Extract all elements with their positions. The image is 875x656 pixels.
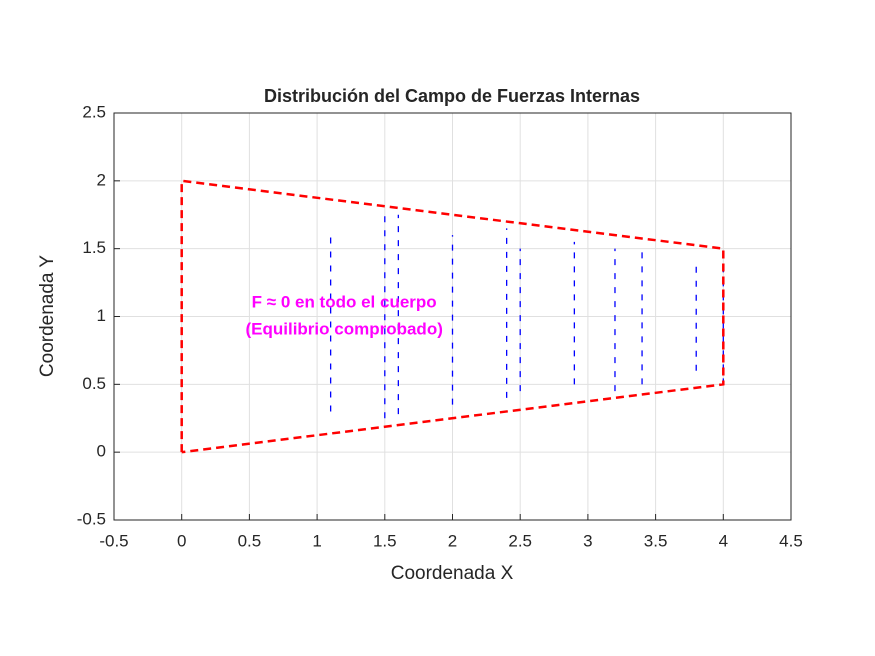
x-tick-label: 2.5	[508, 531, 532, 550]
axes-frame	[113, 112, 792, 521]
x-axis-label: Coordenada X	[391, 563, 514, 584]
annotation: F ≈ 0 en todo el cuerpo	[252, 292, 437, 311]
x-tick-label: 1	[312, 531, 321, 550]
y-tick-label: 2.5	[82, 102, 106, 121]
y-tick-label: 1	[97, 306, 106, 325]
boundary-line	[180, 179, 725, 454]
y-tick-label: -0.5	[77, 509, 106, 528]
x-tick-label: 0.5	[238, 531, 262, 550]
x-tick-label: 3	[583, 531, 592, 550]
x-tick-label: 1.5	[373, 531, 397, 550]
x-tick-label: 0	[177, 531, 186, 550]
annotation: (Equilibrio comprobado)	[245, 320, 442, 339]
x-tick-label: 4.5	[779, 531, 803, 550]
x-tick-label: 2	[448, 531, 457, 550]
x-tick-label: 4	[719, 531, 728, 550]
chart-title: Distribución del Campo de Fuerzas Intern…	[264, 86, 640, 106]
x-tick-label: 3.5	[644, 531, 668, 550]
y-tick-label: 2	[97, 170, 106, 189]
y-tick-label: 0	[97, 442, 106, 461]
y-tick-label: 0.5	[82, 374, 106, 393]
x-tick-label: -0.5	[99, 531, 128, 550]
y-tick-label: 1.5	[82, 238, 106, 257]
y-axis-label: Coordenada Y	[37, 255, 58, 378]
